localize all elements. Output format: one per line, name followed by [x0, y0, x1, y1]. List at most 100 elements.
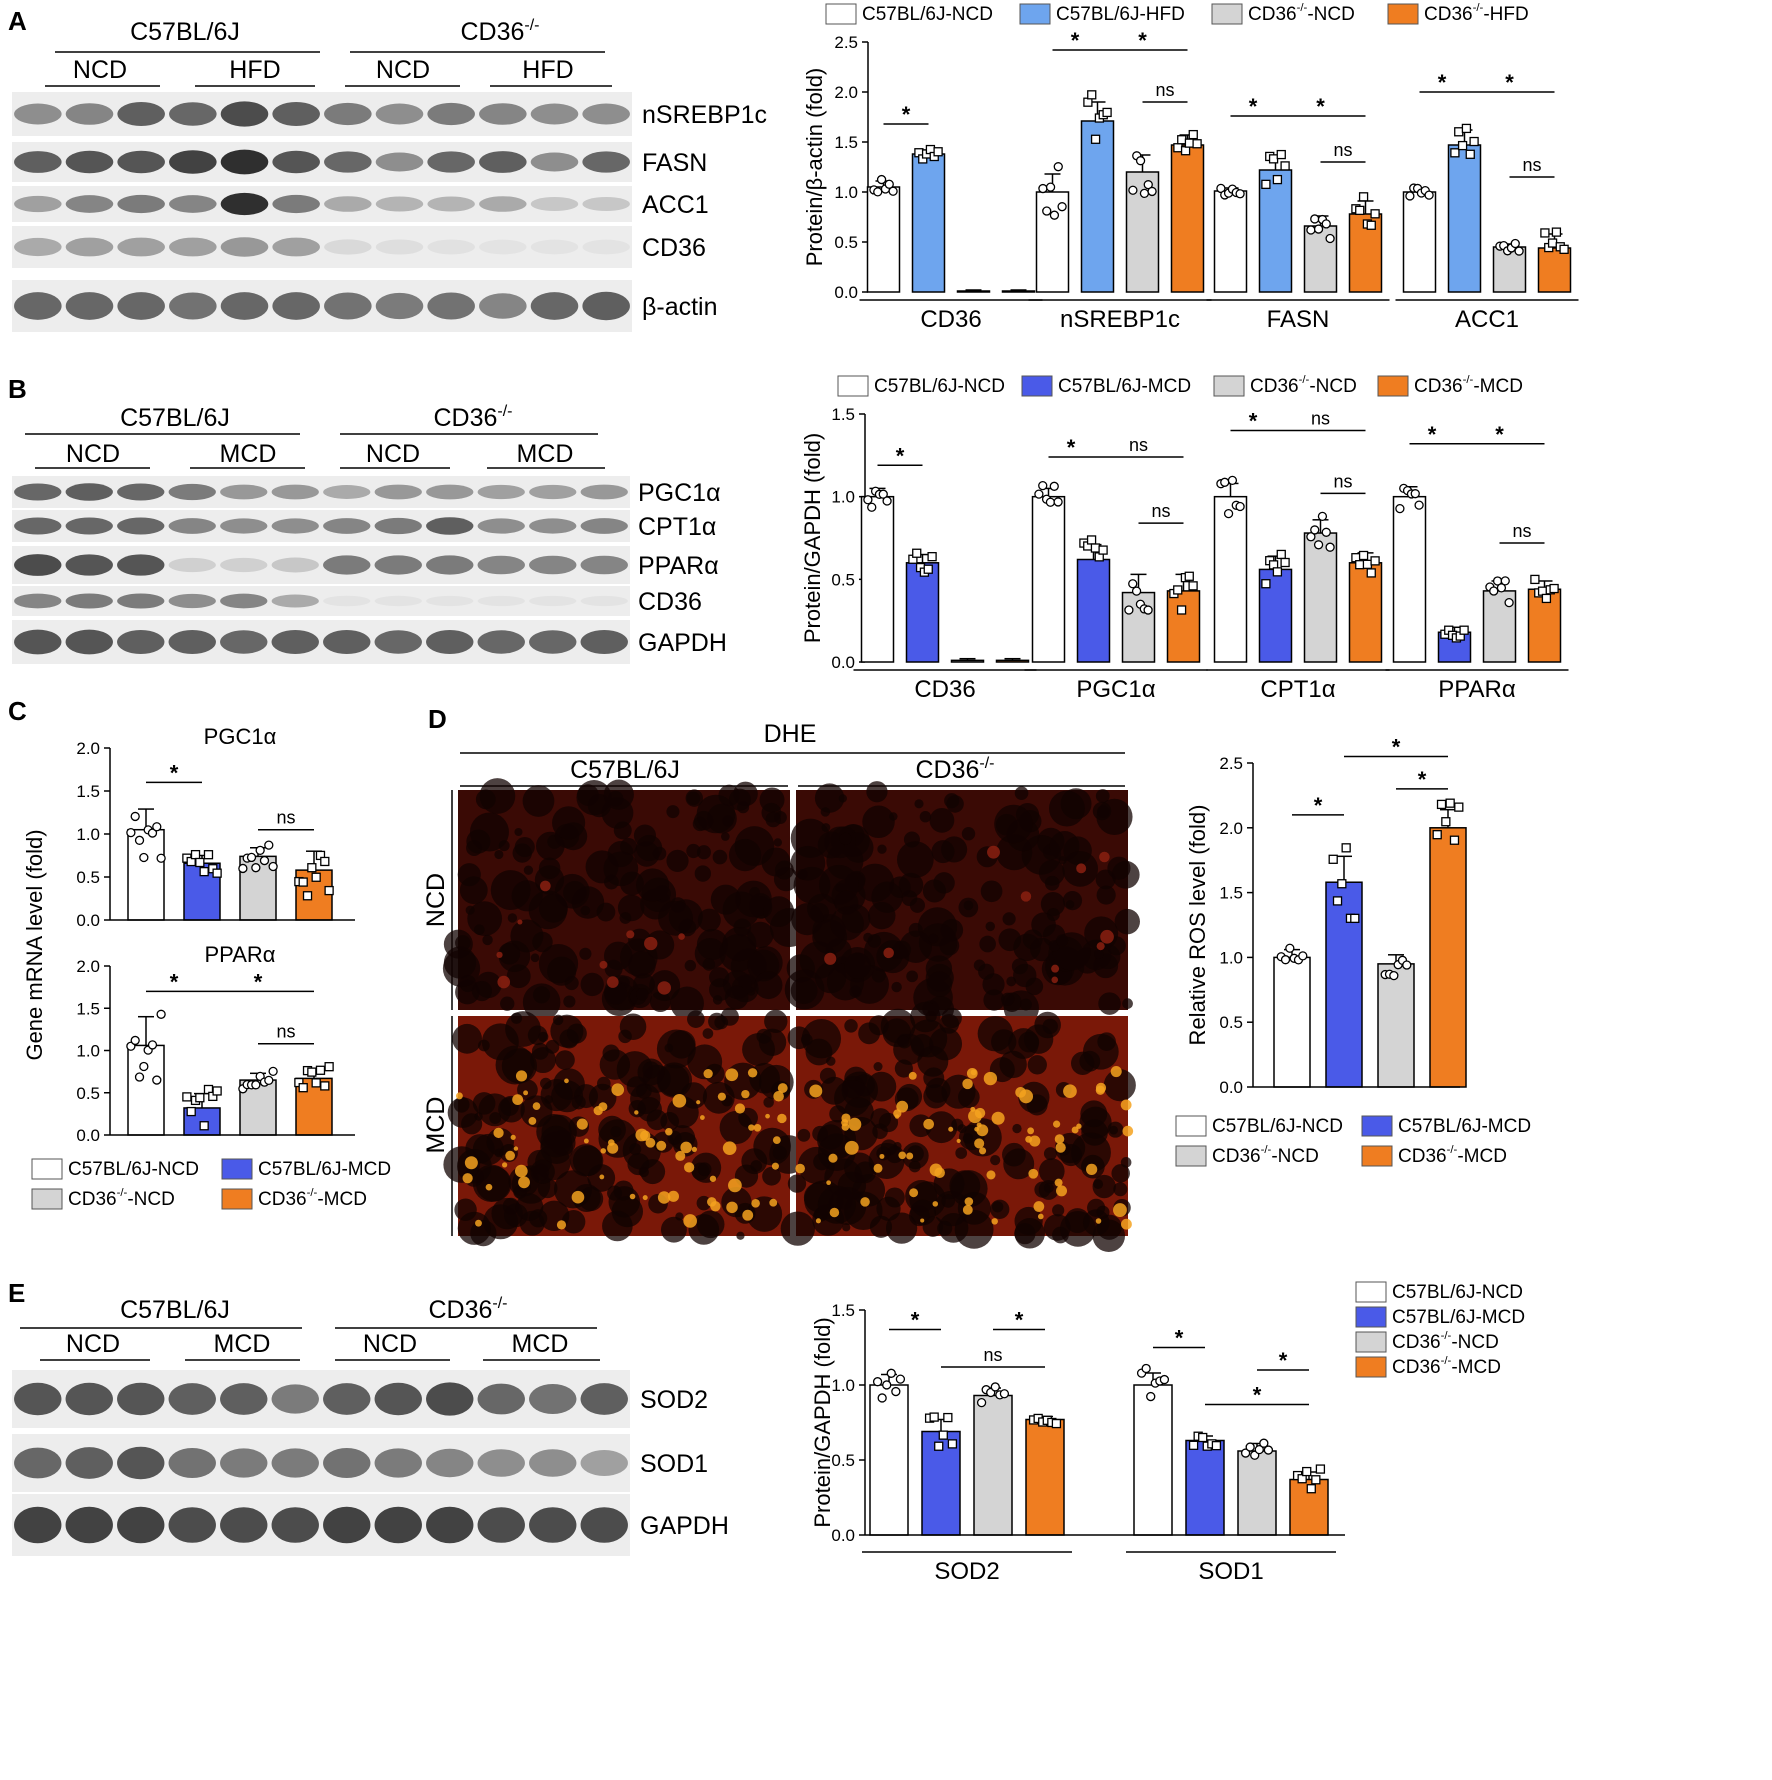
micrograph-ko-mcd-signal	[986, 1170, 996, 1180]
legend-A-entry-2-base: CD36	[1248, 4, 1297, 25]
chart-C-pgc1a-datapoint	[255, 845, 265, 855]
blot-band	[529, 630, 577, 654]
micrograph-wt-ncd-nucleus	[494, 849, 504, 860]
micrograph-wt-mcd-nucleus	[545, 1039, 560, 1054]
chart-C-pgc1a-ytick-label: 0.5	[76, 868, 100, 887]
micrograph-ko-mcd-nucleus	[941, 1194, 956, 1208]
protein-label-0: SOD2	[640, 1386, 708, 1414]
panel-D-row-1: MCD	[422, 1097, 450, 1154]
blot-band	[271, 1507, 319, 1543]
chart-B-bar	[950, 659, 985, 663]
chart-B-sig-ns: ns	[1311, 409, 1330, 429]
micrograph-wt-mcd-signal	[656, 1140, 667, 1151]
micrograph-ko-mcd-nucleus	[872, 1123, 888, 1139]
chart-E-category-label: SOD2	[934, 1558, 999, 1585]
micrograph-ko-ncd-nucleus	[830, 906, 864, 941]
micrograph-wt-ncd-nucleus	[457, 863, 481, 887]
micrograph-ko-mcd-signal	[932, 1201, 939, 1207]
blot-band	[323, 1383, 371, 1415]
blot-band	[271, 629, 319, 655]
chart-A-bar	[956, 290, 991, 293]
chart-A-ytick-label: 2.5	[834, 33, 858, 52]
micrograph-wt-ncd-nucleus	[563, 995, 576, 1008]
chart-E-datapoint	[1141, 1363, 1151, 1374]
chart-A-datapoint	[1147, 186, 1157, 197]
blot-band	[220, 149, 269, 175]
chart-E-sig-star: *	[1279, 1348, 1288, 1373]
blot-strip-bg	[12, 546, 630, 584]
micrograph-wt-mcd-signal	[455, 1092, 463, 1100]
chart-B-bar	[1166, 590, 1201, 663]
micrograph-wt-ncd-nucleus	[773, 838, 782, 847]
chart-E-datapoint	[1198, 1432, 1208, 1443]
micrograph-ko-ncd-signal	[1076, 863, 1087, 874]
micrograph-ko-ncd-nucleus	[899, 930, 933, 964]
chart-C-pgc1a-datapoint	[139, 852, 149, 863]
micrograph-wt-ncd-nucleus	[636, 868, 670, 902]
micrograph-ko-mcd-signal	[970, 1106, 976, 1112]
blot-band	[14, 292, 62, 320]
blot-band	[580, 629, 628, 655]
chart-C-ppara-datapoint	[130, 1035, 140, 1046]
legend-A-swatch	[825, 3, 857, 25]
micrograph-ko-mcd-signal	[908, 1071, 917, 1080]
chart-B-datapoint	[1098, 545, 1108, 555]
blot-strip-bg	[12, 476, 630, 508]
legend-C-entry-2-suffix: -NCD	[127, 1189, 175, 1210]
micrograph-wt-mcd-signal	[571, 1190, 585, 1204]
micrograph-ko-mcd-signal	[1029, 1135, 1041, 1147]
chart-B-datapoint	[1325, 542, 1335, 552]
micrograph-wt-mcd-signal	[722, 1141, 737, 1155]
blot-band	[426, 595, 474, 607]
micrograph-ko-ncd-nucleus	[1107, 856, 1131, 880]
chart-B-ytick-label: 1.0	[831, 488, 855, 507]
micrograph-wt-ncd-nucleus	[694, 865, 711, 882]
chart-E-datapoint	[934, 1441, 944, 1451]
micrograph-ko-mcd-nucleus	[1012, 1123, 1022, 1134]
chart-C-ppara-sig-star: *	[170, 969, 179, 994]
chart-D-sig-star: *	[1418, 767, 1427, 792]
chart-A-ylabel: Protein/β-actin (fold)	[802, 68, 827, 267]
micrograph-ko-mcd-signal	[828, 1153, 838, 1163]
chart-B-datapoint	[1223, 508, 1234, 519]
panel-D-group-ko-sup: -/-	[979, 755, 994, 772]
micrograph-wt-mcd-signal	[642, 1195, 648, 1201]
protein-label-3: CD36	[642, 234, 706, 262]
legend-D-entry-2-base: CD36	[1212, 1146, 1261, 1167]
blot-band	[65, 517, 113, 535]
chart-E-datapoint	[1240, 1448, 1251, 1458]
micrograph-wt-mcd-nucleus	[561, 1210, 586, 1234]
chart-C-pgc1a-sig-star: *	[170, 760, 179, 785]
blot-band	[323, 595, 371, 607]
micrograph-ko-ncd-nucleus	[909, 897, 926, 913]
blot-band	[14, 195, 62, 213]
chart-A-bar	[1402, 191, 1437, 293]
blot-band	[220, 1507, 268, 1543]
micrograph-wt-mcd-nucleus	[540, 1077, 552, 1090]
micrograph-ko-ncd-nucleus	[980, 880, 1003, 903]
chart-A-datapoint	[1192, 139, 1202, 149]
micrograph-wt-ncd-nucleus	[722, 926, 757, 962]
blot-band	[65, 1447, 113, 1479]
micrograph-wt-mcd-signal	[675, 1150, 686, 1161]
chart-E-datapoint	[1259, 1438, 1269, 1448]
chart-A-datapoint	[1310, 214, 1320, 224]
micrograph-ko-mcd-nucleus	[954, 1209, 994, 1249]
legend-E-entry-1-base: C57BL/6J-MCD	[1392, 1307, 1525, 1328]
chart-A-ytick-label: 0.5	[834, 233, 858, 252]
micrograph-ko-ncd-signal	[1051, 964, 1060, 973]
chart-A-bar	[1213, 190, 1248, 293]
chart-B-datapoint	[927, 552, 937, 562]
micrograph-ko-mcd-nucleus	[1034, 1181, 1051, 1198]
blot-band	[220, 192, 269, 216]
micrograph-wt-mcd-signal	[742, 1209, 754, 1221]
micrograph-wt-ncd-nucleus	[763, 896, 795, 928]
chart-B-sig-ns: ns	[1129, 435, 1148, 455]
chart-A-sig-star: *	[1071, 28, 1080, 53]
micrograph-ko-ncd-nucleus	[929, 807, 955, 833]
chart-A-datapoint	[1514, 246, 1524, 256]
micrograph-ko-mcd-signal	[1033, 1201, 1045, 1212]
blot-band	[169, 150, 217, 174]
micrograph-wt-mcd-nucleus	[520, 1095, 553, 1128]
blot-band	[530, 103, 579, 125]
